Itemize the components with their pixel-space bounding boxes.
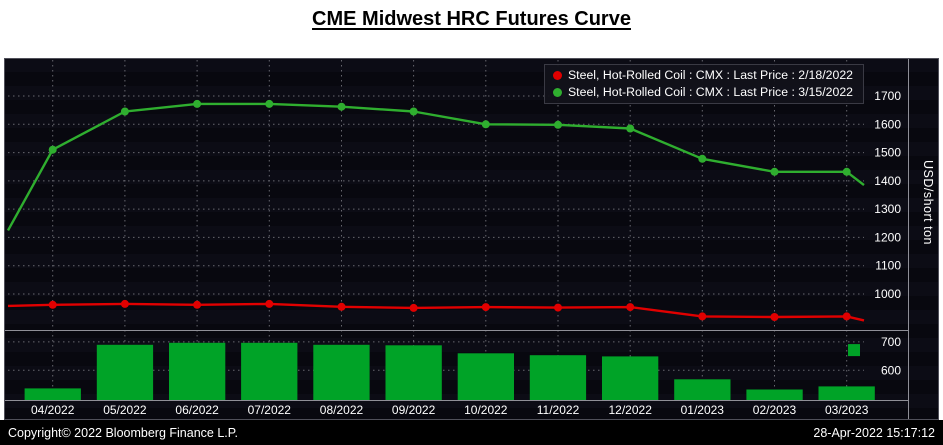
- svg-text:1700: 1700: [874, 89, 901, 103]
- legend-label-red: Steel, Hot-Rolled Coil : CMX : Last Pric…: [567, 68, 853, 82]
- svg-text:03/2023: 03/2023: [825, 403, 869, 417]
- x-axis-labels: 04/2022 05/2022 06/2022 07/2022 08/2022 09/20…: [31, 403, 869, 417]
- y-axis-title: USD/short ton: [921, 160, 935, 246]
- copyright-text: Copyright© 2022 Bloomberg Finance L.P.: [8, 425, 238, 440]
- svg-text:10/2022: 10/2022: [464, 403, 508, 417]
- svg-text:1500: 1500: [874, 146, 901, 160]
- svg-text:11/2022: 11/2022: [537, 403, 580, 417]
- svg-text:1200: 1200: [874, 230, 901, 244]
- green-series-dot-icon: [552, 87, 562, 97]
- svg-text:1100: 1100: [875, 259, 901, 273]
- svg-text:1400: 1400: [874, 174, 901, 188]
- svg-text:05/2022: 05/2022: [103, 403, 147, 417]
- page-title: CME Midwest HRC Futures Curve: [312, 8, 631, 30]
- chart-border: [4, 58, 939, 420]
- y-axis-labels: 1000 1100 1200 1300 1400 1500 1600 1700 600 700: [874, 89, 901, 377]
- footer-bar: Copyright© 2022 Bloomberg Finance L.P. 2…: [0, 420, 943, 445]
- green-line-series: [6, 99, 865, 231]
- panel-dividers: [4, 58, 909, 420]
- svg-text:07/2022: 07/2022: [248, 403, 292, 417]
- svg-text:01/2023: 01/2023: [681, 403, 725, 417]
- svg-text:09/2022: 09/2022: [392, 403, 436, 417]
- svg-text:700: 700: [881, 335, 901, 349]
- red-series-dot-icon: [552, 70, 562, 80]
- futures-curve-plot[interactable]: 1000 1100 1200 1300 1400 1500 1600 1700 600 700 04…: [4, 58, 939, 420]
- svg-text:1600: 1600: [874, 117, 901, 131]
- red-line-series: [7, 299, 865, 322]
- svg-text:08/2022: 08/2022: [320, 403, 364, 417]
- svg-text:02/2023: 02/2023: [753, 403, 797, 417]
- chart-frame: 1000 1100 1200 1300 1400 1500 1600 1700 600 700 04…: [4, 58, 939, 420]
- volume-bars: [24, 342, 875, 401]
- svg-text:04/2022: 04/2022: [31, 403, 75, 417]
- svg-text:06/2022: 06/2022: [175, 403, 219, 417]
- legend-item-red[interactable]: Steel, Hot-Rolled Coil : CMX : Last Pric…: [552, 68, 853, 82]
- last-bar-marker: [848, 344, 860, 357]
- chart-legend: Steel, Hot-Rolled Coil : CMX : Last Pric…: [543, 64, 864, 104]
- svg-text:600: 600: [881, 363, 901, 377]
- svg-text:1000: 1000: [874, 287, 901, 301]
- svg-text:1300: 1300: [874, 202, 901, 216]
- legend-label-green: Steel, Hot-Rolled Coil : CMX : Last Pric…: [567, 85, 853, 99]
- gridlines: [8, 60, 864, 400]
- svg-text:12/2022: 12/2022: [609, 403, 653, 417]
- legend-item-green[interactable]: Steel, Hot-Rolled Coil : CMX : Last Pric…: [552, 85, 853, 99]
- timestamp-text: 28-Apr-2022 15:17:12: [813, 425, 935, 440]
